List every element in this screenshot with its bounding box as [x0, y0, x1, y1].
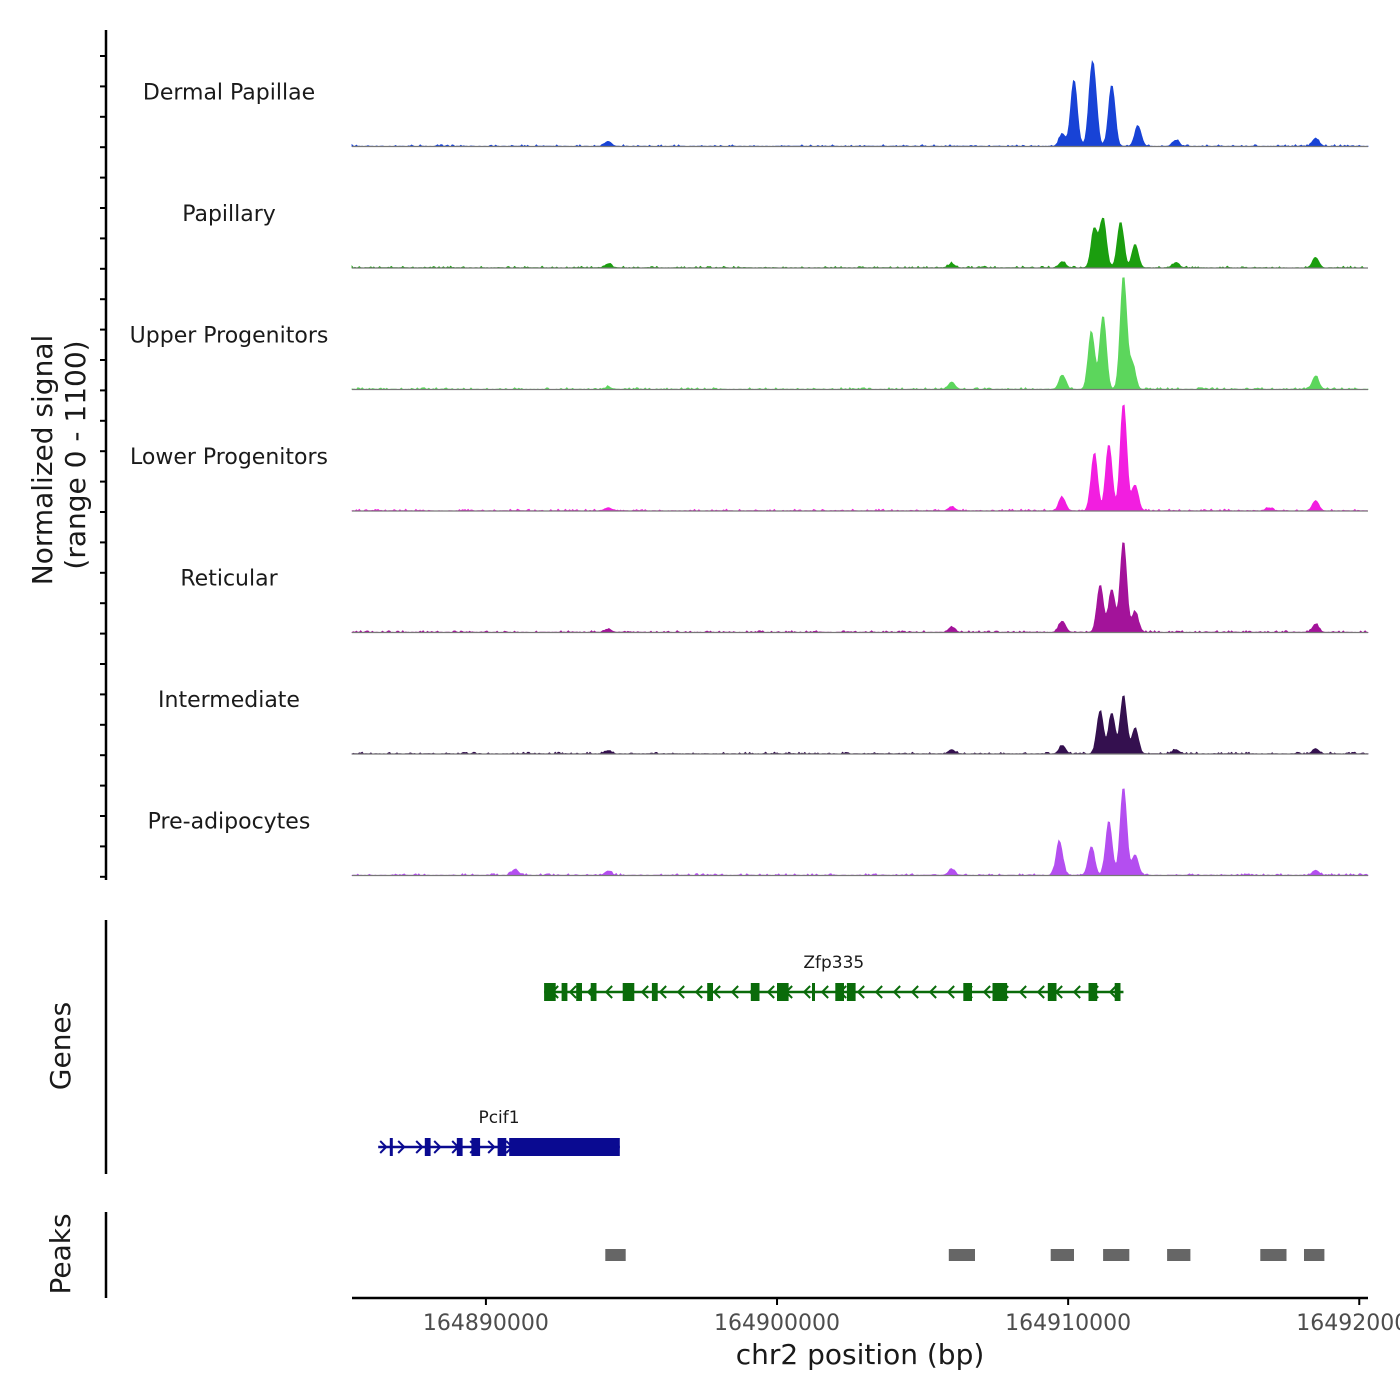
x-axis-ticks: 164890000 164900000 164910000 164920000: [423, 1298, 1400, 1336]
peak-region: [1103, 1249, 1130, 1261]
strand-arrow: [928, 985, 937, 999]
y-axis-label-line1: Normalized signal: [26, 335, 59, 586]
track-label: Intermediate: [158, 688, 300, 713]
strand-arrow: [676, 985, 685, 999]
peak-region: [1304, 1249, 1325, 1261]
signal-tracks: Dermal Papillae Papillary Upper Progenitor…: [130, 60, 1369, 877]
signal-y-ticks: [100, 55, 106, 878]
gene-exon: [1114, 983, 1121, 1001]
gene-exon: [651, 983, 658, 1001]
strand-arrow: [568, 985, 577, 999]
genes-panel-label: Genes: [44, 1002, 77, 1090]
track-label: Papillary: [182, 202, 276, 227]
track-intermediate: Intermediate: [158, 688, 1369, 755]
signal-area: [351, 60, 1369, 148]
gene-zfp335: Zfp335: [544, 953, 1124, 1001]
gene-name: Zfp335: [803, 953, 864, 973]
gene-exon: [777, 983, 789, 1001]
gene-exon: [471, 1138, 481, 1156]
strand-arrow: [1072, 985, 1081, 999]
track-pre-adipocytes: Pre-adipocytes: [148, 788, 1369, 877]
strand-arrow: [694, 985, 703, 999]
gene-exon: [963, 983, 972, 1001]
gene-exon: [424, 1138, 431, 1156]
signal-y-axis: [100, 30, 108, 880]
track-label: Pre-adipocytes: [148, 810, 311, 835]
strand-arrow: [802, 985, 811, 999]
strand-arrow: [982, 985, 991, 999]
gene-pcif1: Pcif1: [378, 1108, 620, 1156]
gene-exon: [750, 983, 760, 1001]
track-label: Reticular: [180, 567, 278, 592]
track-label: Dermal Papillae: [143, 81, 315, 106]
gene-exon: [707, 983, 713, 1001]
gene-exon: [1047, 983, 1057, 1001]
track-papillary: Papillary: [182, 202, 1369, 269]
gene-exon: [846, 983, 856, 1001]
gene-exon: [544, 983, 556, 1001]
strand-arrow: [604, 985, 613, 999]
strand-arrow: [379, 1140, 388, 1154]
gene-annotations: Zfp335 Pcif1: [378, 953, 1124, 1156]
strand-arrow: [910, 985, 919, 999]
strand-arrow: [397, 1140, 406, 1154]
gene-exon: [622, 983, 635, 1001]
strand-arrow: [856, 985, 865, 999]
signal-area: [351, 217, 1369, 269]
gene-exon: [812, 983, 815, 1001]
x-axis-title: chr2 position (bp): [736, 1338, 985, 1371]
gene-exon: [835, 983, 844, 1001]
gene-exon: [992, 983, 1008, 1001]
x-tick-label: 164920000: [1296, 1311, 1400, 1336]
signal-area: [351, 277, 1369, 391]
x-tick-label: 164900000: [714, 1311, 840, 1336]
strand-arrow: [1036, 985, 1045, 999]
peak-region: [948, 1249, 975, 1261]
strand-arrow: [433, 1140, 442, 1154]
strand-arrow: [946, 985, 955, 999]
track-dermal-papillae: Dermal Papillae: [143, 60, 1369, 148]
strand-arrow: [892, 985, 901, 999]
peak-region: [1167, 1249, 1191, 1261]
gene-exon: [497, 1138, 507, 1156]
gene-exon: [561, 983, 568, 1001]
peak-region: [605, 1249, 626, 1261]
strand-arrow: [1018, 985, 1027, 999]
peaks-panel-label: Peaks: [44, 1213, 77, 1294]
gene-exon: [389, 1138, 393, 1156]
gene-name: Pcif1: [478, 1108, 519, 1128]
signal-area: [351, 695, 1369, 755]
x-tick-label: 164890000: [423, 1311, 549, 1336]
track-lower-progenitors: Lower Progenitors: [130, 404, 1369, 512]
strand-arrow: [640, 985, 649, 999]
signal-area: [351, 788, 1369, 877]
track-reticular: Reticular: [180, 542, 1369, 634]
peak-region: [1050, 1249, 1074, 1261]
track-upper-progenitors: Upper Progenitors: [130, 277, 1369, 391]
track-label: Upper Progenitors: [130, 324, 329, 349]
strand-arrow: [1108, 985, 1117, 999]
strand-arrow: [415, 1140, 424, 1154]
y-axis-label-line2: (range 0 - 1100): [59, 340, 92, 569]
strand-arrow: [658, 985, 667, 999]
x-tick-label: 164910000: [1005, 1311, 1131, 1336]
peak-region: [1260, 1249, 1287, 1261]
gene-exon: [456, 1138, 463, 1156]
strand-arrow: [766, 985, 775, 999]
signal-area: [351, 542, 1369, 634]
gene-exon: [590, 983, 597, 1001]
signal-area: [351, 404, 1369, 512]
strand-arrow: [712, 985, 721, 999]
strand-arrow: [874, 985, 883, 999]
strand-arrow: [820, 985, 829, 999]
strand-arrow: [730, 985, 739, 999]
track-label: Lower Progenitors: [130, 445, 328, 470]
gene-exon: [509, 1138, 620, 1156]
gene-exon: [1088, 983, 1098, 1001]
gene-exon: [576, 983, 582, 1001]
peak-regions: [605, 1249, 1325, 1261]
strand-arrow: [487, 1140, 496, 1154]
